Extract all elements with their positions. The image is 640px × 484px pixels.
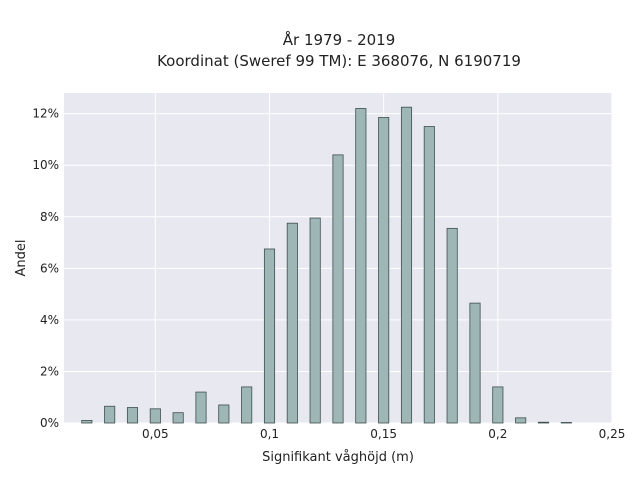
histogram-bar — [332, 154, 344, 424]
histogram-bar — [560, 422, 572, 424]
histogram-bar — [309, 217, 321, 424]
histogram-bar — [172, 412, 184, 424]
histogram-bar — [286, 222, 298, 424]
x-tick-label: 0,15 — [370, 427, 397, 441]
histogram-bar — [492, 386, 504, 424]
histogram-bar — [195, 391, 207, 424]
histogram-bar — [218, 404, 230, 424]
histogram-bar — [378, 117, 390, 424]
x-tick-label: 0,1 — [260, 427, 279, 441]
x-tick-label: 0,25 — [599, 427, 626, 441]
histogram-bar — [423, 126, 435, 424]
x-tick-labels: 0,05 0,1 0,15 0,2 0,25 — [142, 427, 625, 441]
y-tick-label: 6% — [40, 261, 59, 275]
histogram-bar — [469, 302, 481, 424]
histogram-bar — [81, 420, 93, 424]
histogram-bar — [446, 227, 458, 424]
y-tick-label: 8% — [40, 210, 59, 224]
histogram-bar — [400, 106, 413, 424]
histogram-bar — [355, 108, 367, 424]
x-axis-title: Signifikant våghöjd (m) — [262, 450, 414, 465]
histogram-bar — [126, 407, 139, 424]
y-tick-label: 0% — [40, 416, 59, 430]
histogram-bar — [263, 248, 276, 424]
y-tick-label: 12% — [32, 107, 59, 121]
histogram-bar — [515, 417, 527, 424]
y-axis-title: Andel — [14, 240, 29, 277]
y-tick-label: 2% — [40, 364, 59, 378]
histogram-bar — [537, 421, 550, 424]
y-tick-label: 10% — [32, 158, 59, 172]
y-tick-label: 4% — [40, 313, 59, 327]
chart-title: År 1979 - 2019 — [283, 30, 396, 49]
x-tick-label: 0,2 — [488, 427, 507, 441]
y-tick-labels: 0% 2% 4% 6% 8% 10% 12% — [32, 107, 59, 430]
histogram-bar — [149, 408, 161, 424]
x-tick-label: 0,05 — [142, 427, 169, 441]
chart-subtitle: Koordinat (Sweref 99 TM): E 368076, N 61… — [157, 52, 521, 70]
bars — [81, 106, 572, 424]
histogram-bar — [241, 386, 253, 424]
histogram-bar — [104, 405, 116, 424]
